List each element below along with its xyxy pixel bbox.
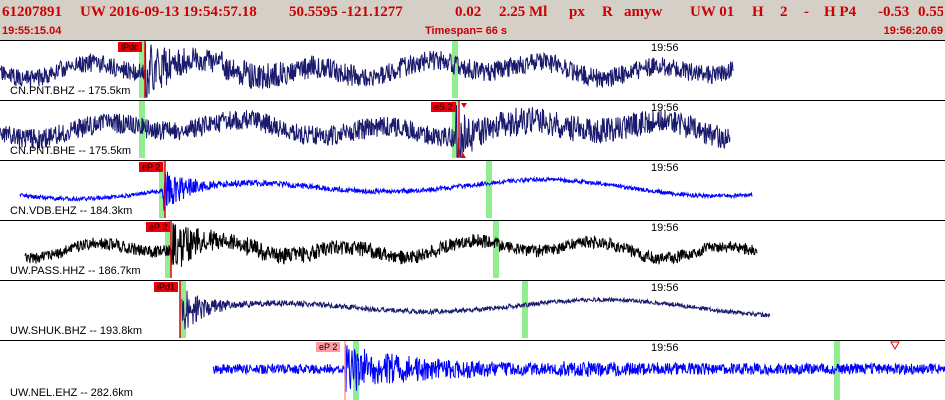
channel-label: CN.VDB.EHZ -- 184.3km <box>10 205 133 217</box>
quality-dash: - <box>804 4 809 20</box>
review-flag: R <box>602 4 613 20</box>
waveform-trace <box>0 42 734 98</box>
arrival-marker <box>452 101 458 158</box>
waveform-svg <box>179 281 771 338</box>
channel-label: UW.SHUK.BHZ -- 193.8km <box>10 325 143 337</box>
channel-label: CN.PNT.BHE -- 175.5km <box>10 145 132 157</box>
waveform-trace <box>19 171 753 211</box>
waveform-trace <box>181 290 771 330</box>
channel-label: CN.PNT.BHZ -- 175.5km <box>10 85 131 97</box>
phase-pick-flag[interactable]: eS 2 <box>431 102 456 112</box>
trace-panel[interactable]: 19:56 eS 2 CN.PNT.BHE -- 175.5km <box>0 100 945 158</box>
network-source: UW 01 <box>690 4 735 20</box>
arrival-marker <box>493 221 499 278</box>
lat-lon: 50.5595 -121.1277 <box>289 4 403 20</box>
arrival-marker <box>522 281 528 338</box>
mag-type: px <box>569 4 585 20</box>
time-tick: 19:56 <box>651 222 679 234</box>
pick-triangle-icon <box>461 103 467 108</box>
waveform-svg <box>0 101 731 158</box>
time-tick: 19:56 <box>651 282 679 294</box>
time-tick: 19:56 <box>651 102 679 114</box>
waveform-trace <box>24 223 758 267</box>
timespan-label: Timespan= 66 s <box>425 25 508 37</box>
time-tick: 19:56 <box>651 342 679 354</box>
trace-panel[interactable]: 19:56 eP 2 UW.PASS.HHZ -- 186.7km <box>0 220 945 278</box>
channel-label: UW.NEL.EHZ -- 282.6km <box>10 387 133 399</box>
end-time: 19:56:20.69 <box>883 25 943 37</box>
start-time: 19:55:15.04 <box>2 25 62 37</box>
channel-label: UW.PASS.HHZ -- 186.7km <box>10 265 141 277</box>
arrival-marker <box>452 41 458 98</box>
phase-pick-flag[interactable]: iPdc <box>118 42 142 52</box>
quality-hp: H P4 <box>824 4 857 20</box>
event-id: 61207891 <box>2 4 62 20</box>
seismogram-stack[interactable]: 19:56 iPdc CN.PNT.BHZ -- 175.5km 19:56 e… <box>0 40 945 400</box>
pick-triangle-icon <box>890 341 900 351</box>
waveform-svg <box>24 221 758 278</box>
phase-pick-flag[interactable]: eP 2 <box>146 222 171 232</box>
trace-panel[interactable]: 19:56 eP 2 UW.NEL.EHZ -- 282.6km <box>0 340 945 400</box>
quality-count: 2 <box>780 4 788 20</box>
residual-1: -0.53 <box>878 4 910 20</box>
waveform-trace <box>0 105 731 158</box>
waveform-svg <box>0 41 734 98</box>
time-tick: 19:56 <box>651 162 679 174</box>
arrival-marker <box>834 341 840 400</box>
trace-panel[interactable]: 19:56 iPdc CN.PNT.BHZ -- 175.5km <box>0 40 945 98</box>
waveform-trace <box>212 344 945 392</box>
analyst: amyw <box>624 4 663 20</box>
time-tick: 19:56 <box>651 42 679 54</box>
phase-pick-flag[interactable]: eP 2 <box>316 342 341 352</box>
phase-pick-flag[interactable]: eP 2 <box>139 162 164 172</box>
phase-pick-flag[interactable]: iPd1 <box>154 282 179 292</box>
origin-time: UW 2016-09-13 19:54:57.18 <box>80 4 257 20</box>
waveform-svg <box>212 341 945 400</box>
magnitude: 2.25 Ml <box>499 4 548 20</box>
depth: 0.02 <box>455 4 482 20</box>
event-summary-line: 61207891 UW 2016-09-13 19:54:57.18 50.55… <box>2 2 943 22</box>
trace-panel[interactable]: 19:56 eP 2 CN.VDB.EHZ -- 184.3km <box>0 160 945 218</box>
quality-h: H <box>752 4 764 20</box>
arrival-marker <box>486 161 492 218</box>
waveform-svg <box>19 161 753 218</box>
residual-2: 0.55 <box>918 4 943 20</box>
pick-triangle-icon <box>460 153 466 158</box>
event-header: 61207891 UW 2016-09-13 19:54:57.18 50.55… <box>0 0 945 40</box>
trace-panel[interactable]: 19:56 iPd1 UW.SHUK.BHZ -- 193.8km <box>0 280 945 338</box>
